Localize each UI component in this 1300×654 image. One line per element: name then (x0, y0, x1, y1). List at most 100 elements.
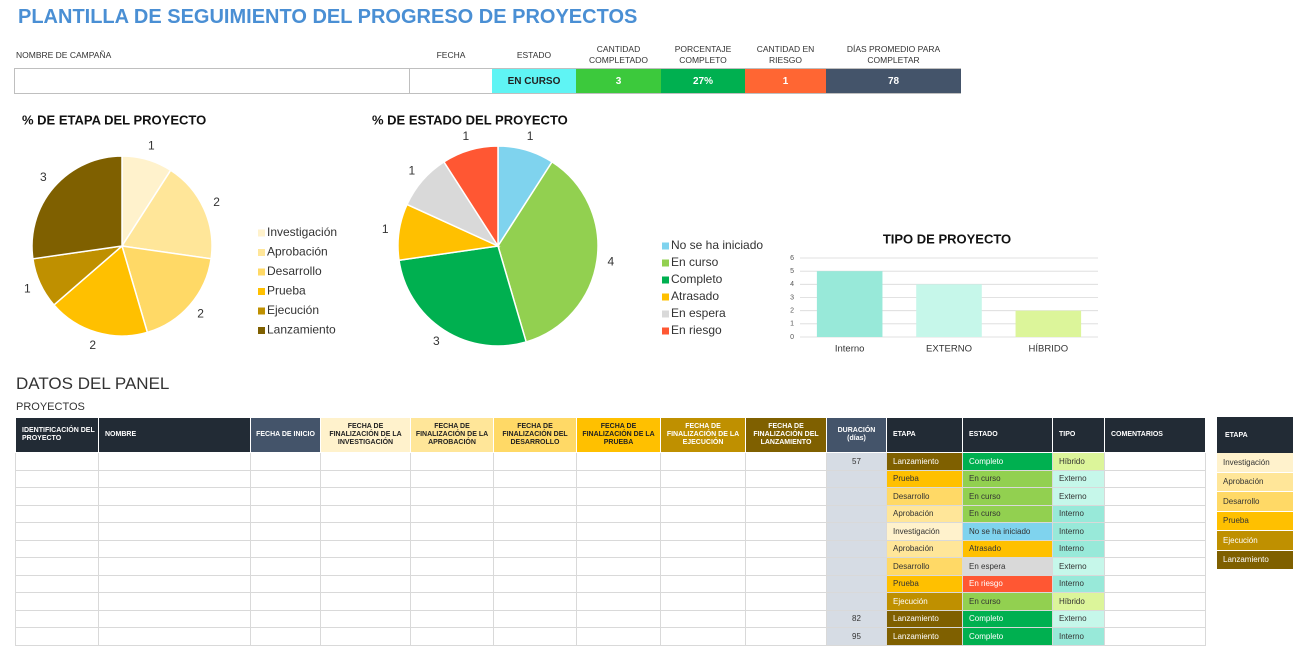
table-cell: En curso (962, 487, 1053, 506)
table-cell: 01-20 (320, 522, 411, 541)
y-tick-label: 1 (790, 321, 794, 328)
table-cell: 02-25 (493, 574, 577, 593)
legend-swatch (258, 249, 265, 256)
table-cell: Desarrollo (886, 487, 963, 506)
field-label: CANTIDAD EN RIESGO (756, 44, 815, 65)
table-cell (1104, 592, 1206, 611)
data-label: 2 (89, 338, 96, 352)
table-cell (660, 574, 746, 593)
field-value: 3 (576, 68, 661, 94)
table-cell: 95 (826, 627, 887, 646)
table-cell: Externo (1052, 557, 1105, 576)
legend-item: Aprobación (1217, 472, 1293, 492)
table-cell (826, 522, 887, 541)
table-cell (493, 539, 577, 558)
y-tick-label: 4 (790, 281, 794, 288)
table-cell: kappa (98, 609, 251, 628)
table-cell (576, 539, 661, 558)
table-cell (493, 522, 577, 541)
legend-item: Desarrollo (1217, 491, 1293, 512)
field-label: FECHA (436, 49, 466, 60)
table-cell: 05-06 (745, 627, 827, 646)
data-label: 1 (382, 222, 389, 236)
table-cell: 01-11 (320, 487, 411, 506)
column-header: IDENTIFICACIÓN DEL PROYECTO (15, 417, 99, 453)
table-cell (1104, 627, 1206, 646)
legend-swatch (662, 293, 669, 301)
table-cell: No se ha iniciado (962, 522, 1053, 541)
table-cell (745, 592, 827, 611)
data-label: 3 (433, 334, 440, 348)
table-row: 4 delta 01-10 01-15 02-22 Aprobación En curso I… (15, 504, 1206, 523)
table-cell: 02-19 (410, 574, 494, 593)
table-cell: 9 (15, 592, 99, 611)
table-cell: delta (98, 504, 251, 523)
table-cell: En curso (962, 504, 1053, 523)
panel-subtitle: PROYECTOS (16, 401, 85, 413)
table-row: 2 beta 01-04 01-11 01-18 02-04 02-18 Prueba En c… (15, 469, 1206, 488)
data-label: 2 (197, 306, 204, 320)
table-cell: 02-18 (576, 469, 661, 488)
legend-header: ETAPA (1217, 417, 1293, 453)
table-cell: 8 (15, 574, 99, 593)
table-cell: Interno (1052, 504, 1105, 523)
data-label: 1 (463, 129, 470, 143)
table-cell: Interno (1052, 627, 1105, 646)
field-value: 78 (826, 68, 961, 94)
table-cell: alfa (98, 452, 251, 471)
table-cell (660, 469, 746, 488)
table-cell: 4 (15, 504, 99, 523)
table-cell: Interno (1052, 574, 1105, 593)
table-cell (826, 504, 887, 523)
table-cell (660, 539, 746, 558)
table-cell (576, 522, 661, 541)
legend-label: En riesgo (671, 323, 722, 337)
table-cell: 01-16 (250, 539, 321, 558)
table-cell: 02-28 (576, 592, 661, 611)
table-cell: Ejecución (886, 592, 963, 611)
legend-label: Investigación (267, 225, 337, 239)
legend-label: Desarrollo (267, 264, 322, 278)
table-cell (826, 592, 887, 611)
table-cell: 01-08 (320, 452, 411, 471)
pie-slice (442, 145, 499, 249)
y-tick-label: 2 (790, 308, 794, 315)
pie-slice (398, 245, 528, 347)
x-tick-label: HÍBRIDO (1029, 344, 1069, 355)
table-cell: 02-25 (493, 592, 577, 611)
x-tick-label: EXTERNO (926, 344, 972, 355)
table-cell: 10 (15, 609, 99, 628)
table-cell: Externo (1052, 469, 1105, 488)
table-cell: 03-09 (576, 574, 661, 593)
pie-slice (52, 244, 149, 337)
table-cell (576, 504, 661, 523)
table-cell (826, 574, 887, 593)
table-cell: Lanzamiento (886, 627, 963, 646)
table-cell (660, 557, 746, 576)
table-cell (826, 487, 887, 506)
table-cell: 6 (15, 539, 99, 558)
table-cell (1104, 522, 1206, 541)
field-value: 1 (745, 68, 826, 94)
legend-label: En espera (671, 306, 726, 320)
chart-title: % DE ESTADO DEL PROYECTO (372, 112, 568, 127)
legend-row: Ejecución (1217, 530, 1293, 551)
field-value: 00/00/00 (410, 68, 492, 94)
legend-swatch (662, 310, 669, 318)
table-cell: 01-28 (410, 487, 494, 506)
y-tick-label: 3 (790, 294, 794, 301)
table-cell: 01-13 (250, 522, 321, 541)
table-cell: 04-16 (660, 609, 746, 628)
table-cell: 01-07 (250, 487, 321, 506)
legend-swatch (258, 327, 265, 334)
legend-swatch (662, 242, 669, 250)
field-value: 27% (661, 68, 745, 94)
table-cell: 11 (15, 627, 99, 646)
table-cell: 01-10 (250, 504, 321, 523)
legend-row: Desarrollo (1217, 491, 1293, 512)
table-cell: 01-02 (250, 452, 321, 471)
legend-label: Ejecución (267, 303, 319, 317)
table-cell (1104, 487, 1206, 506)
table-cell: Externo (1052, 487, 1105, 506)
